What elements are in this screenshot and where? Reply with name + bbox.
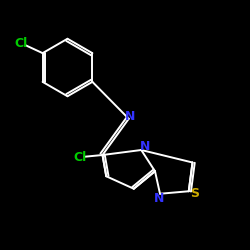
Text: N: N	[154, 192, 164, 205]
Text: Cl: Cl	[15, 36, 28, 50]
Text: Cl: Cl	[73, 151, 86, 164]
Text: S: S	[190, 187, 200, 200]
Text: N: N	[125, 110, 135, 123]
Text: N: N	[140, 140, 150, 153]
